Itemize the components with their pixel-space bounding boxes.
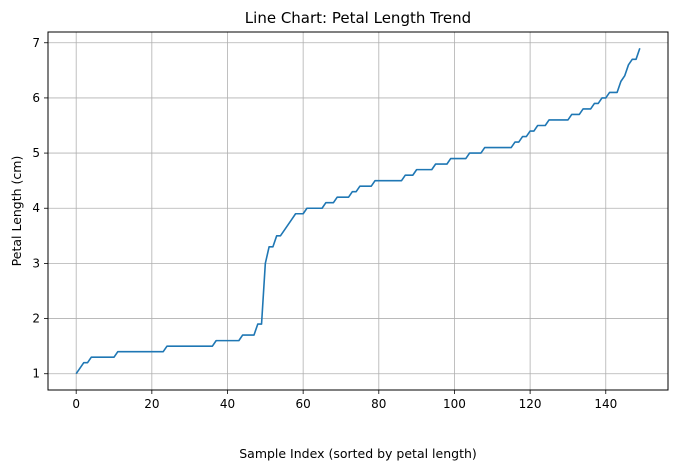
grid [48, 32, 668, 390]
y-tick-label: 7 [32, 36, 40, 50]
x-tick-label: 40 [220, 397, 235, 411]
x-axis-label: Sample Index (sorted by petal length) [239, 446, 477, 461]
x-tick-label: 60 [296, 397, 311, 411]
x-tick-label: 140 [594, 397, 617, 411]
y-tick-label: 4 [32, 201, 40, 215]
series-layer [75, 48, 641, 375]
x-tick-label: 80 [371, 397, 386, 411]
y-axis-ticks: 1 2 3 4 5 6 7 [32, 36, 48, 381]
x-tick-label: 20 [144, 397, 159, 411]
y-tick-label: 5 [32, 146, 40, 160]
y-tick-label: 1 [32, 367, 40, 381]
x-tick-label: 100 [443, 397, 466, 411]
y-axis-label: Petal Length (cm) [9, 156, 24, 267]
y-tick-label: 2 [32, 312, 40, 326]
x-axis-ticks: 0 20 40 60 80 100 120 140 [72, 390, 617, 411]
x-tick-label: 120 [519, 397, 542, 411]
plot-frame [47, 31, 669, 391]
chart-title: Line Chart: Petal Length Trend [245, 9, 471, 27]
series-line [75, 48, 641, 375]
y-tick-label: 3 [32, 256, 40, 270]
x-tick-label: 0 [72, 397, 80, 411]
y-tick-label: 6 [32, 91, 40, 105]
